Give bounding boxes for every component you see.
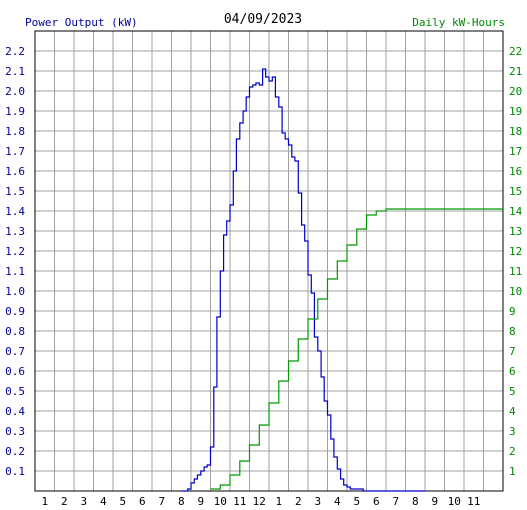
right-tick-label: 15 (509, 185, 522, 198)
x-tick-label: 3 (80, 495, 87, 508)
left-axis-ticks: 2.2 2.1 2.0 1.9 1.8 1.7 1.6 1.5 1.4 1.3 1.2 1.1 1.0 0… (5, 45, 25, 478)
x-tick-label: 3 (314, 495, 321, 508)
x-axis-ticks: 1 2 3 4 5 6 7 8 9 10 11 12 1 2 3 4 5 6 7 8 9 10 11 (41, 495, 480, 508)
left-tick-label: 2.0 (5, 85, 25, 98)
x-tick-label: 2 (61, 495, 68, 508)
x-tick-label: 8 (178, 495, 185, 508)
chart-title: 04/09/2023 (224, 12, 302, 27)
left-tick-label: 1.6 (5, 165, 25, 178)
left-tick-label: 0.7 (5, 345, 25, 358)
left-tick-label: 1.9 (5, 105, 25, 118)
right-tick-label: 16 (509, 165, 522, 178)
left-tick-label: 1.8 (5, 125, 25, 138)
series-layer (181, 68, 503, 492)
left-tick-label: 1.2 (5, 245, 25, 258)
right-tick-label: 17 (509, 145, 522, 158)
x-tick-label: 9 (431, 495, 438, 508)
left-tick-label: 1.4 (5, 205, 25, 218)
x-tick-label: 7 (158, 495, 165, 508)
right-tick-label: 1 (509, 465, 516, 478)
left-axis-label: Power Output (kW) (25, 16, 138, 29)
left-tick-label: 2.1 (5, 65, 25, 78)
x-tick-label: 11 (233, 495, 246, 508)
energy-series-line (210, 208, 503, 490)
left-tick-label: 0.4 (5, 405, 25, 418)
left-tick-label: 1.5 (5, 185, 25, 198)
right-tick-label: 14 (509, 205, 523, 218)
power-series-line (181, 68, 425, 492)
left-tick-label: 1.7 (5, 145, 25, 158)
x-tick-label: 4 (100, 495, 107, 508)
left-tick-label: 0.6 (5, 365, 25, 378)
left-tick-label: 0.1 (5, 465, 25, 478)
plot-frame (34, 30, 504, 492)
right-tick-label: 19 (509, 105, 522, 118)
right-tick-label: 13 (509, 225, 522, 238)
x-tick-label: 6 (139, 495, 146, 508)
right-tick-label: 11 (509, 265, 522, 278)
x-tick-label: 4 (334, 495, 341, 508)
x-tick-label: 9 (197, 495, 204, 508)
right-tick-label: 2 (509, 445, 516, 458)
x-tick-label: 8 (412, 495, 419, 508)
left-tick-label: 1.3 (5, 225, 25, 238)
x-tick-label: 5 (119, 495, 126, 508)
right-tick-label: 4 (509, 405, 516, 418)
left-tick-label: 1.0 (5, 285, 25, 298)
x-tick-label: 11 (467, 495, 480, 508)
right-tick-label: 12 (509, 245, 522, 258)
x-tick-label: 1 (275, 495, 282, 508)
x-tick-label: 10 (214, 495, 227, 508)
right-tick-label: 9 (509, 305, 516, 318)
right-tick-label: 5 (509, 385, 516, 398)
x-tick-label: 1 (41, 495, 48, 508)
right-axis-label: Daily kW-Hours (412, 16, 505, 29)
right-tick-label: 10 (509, 285, 522, 298)
left-tick-label: 1.1 (5, 265, 25, 278)
x-tick-label: 5 (353, 495, 360, 508)
right-tick-label: 22 (509, 45, 522, 58)
left-tick-label: 0.8 (5, 325, 25, 338)
right-tick-label: 18 (509, 125, 522, 138)
left-tick-label: 0.5 (5, 385, 25, 398)
right-tick-label: 21 (509, 65, 522, 78)
x-tick-label: 7 (392, 495, 399, 508)
x-tick-label: 6 (373, 495, 380, 508)
x-tick-label: 10 (448, 495, 461, 508)
right-tick-label: 3 (509, 425, 516, 438)
left-tick-label: 0.2 (5, 445, 25, 458)
right-tick-label: 8 (509, 325, 516, 338)
x-tick-label: 2 (295, 495, 302, 508)
right-tick-label: 7 (509, 345, 516, 358)
x-tick-label: 12 (253, 495, 266, 508)
right-tick-label: 20 (509, 85, 522, 98)
right-tick-label: 6 (509, 365, 516, 378)
left-tick-label: 0.3 (5, 425, 25, 438)
left-tick-label: 0.9 (5, 305, 25, 318)
left-tick-label: 2.2 (5, 45, 25, 58)
